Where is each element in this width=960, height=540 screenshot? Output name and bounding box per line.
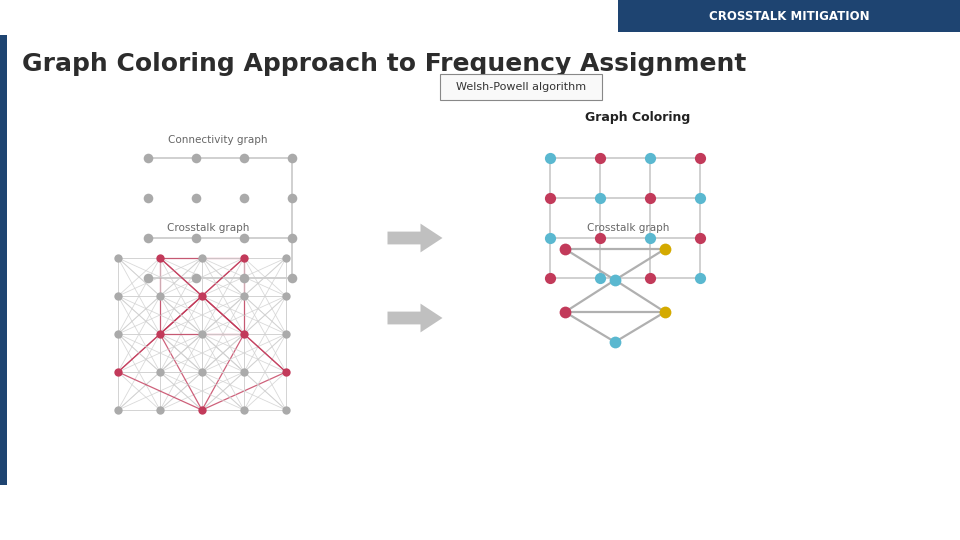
Point [194,254,209,262]
Point [284,154,300,163]
Point [278,292,294,300]
Point [592,154,608,163]
Point [592,274,608,282]
Point [692,154,708,163]
Text: Crosstalk graph: Crosstalk graph [167,223,250,233]
Point [692,194,708,202]
Point [140,234,156,242]
Text: Welsh-Powell algorithm: Welsh-Powell algorithm [456,82,586,92]
Point [236,406,252,414]
Point [153,330,168,339]
Point [592,234,608,242]
Point [153,292,168,300]
Point [153,368,168,376]
Point [236,368,252,376]
Point [194,406,209,414]
Text: CROSSTALK MITIGATION: CROSSTALK MITIGATION [708,10,870,23]
Point [110,330,126,339]
Point [558,308,573,316]
Point [284,274,300,282]
Point [236,292,252,300]
Point [153,254,168,262]
Point [153,406,168,414]
FancyBboxPatch shape [618,0,960,32]
Point [658,308,673,316]
Point [558,245,573,253]
Point [194,292,209,300]
Point [658,245,673,253]
Point [188,234,204,242]
Point [642,194,658,202]
Point [642,274,658,282]
Point [278,368,294,376]
Point [110,406,126,414]
Point [188,194,204,202]
Point [236,330,252,339]
FancyBboxPatch shape [440,74,602,100]
Point [642,154,658,163]
Point [110,254,126,262]
Point [188,154,204,163]
FancyBboxPatch shape [0,35,7,485]
Text: Graph Coloring: Graph Coloring [586,111,690,125]
Text: Crosstalk graph: Crosstalk graph [587,223,669,233]
Point [236,254,252,262]
Point [692,274,708,282]
Point [140,154,156,163]
Polygon shape [388,303,443,333]
Point [236,194,252,202]
Point [642,234,658,242]
Point [284,234,300,242]
Point [542,194,558,202]
Point [592,194,608,202]
Polygon shape [388,224,443,252]
Point [194,330,209,339]
Point [140,274,156,282]
Text: Graph Coloring Approach to Frequency Assignment: Graph Coloring Approach to Frequency Ass… [22,52,746,76]
Point [236,274,252,282]
Point [278,406,294,414]
Point [110,368,126,376]
Point [692,234,708,242]
Point [608,338,623,346]
Point [236,154,252,163]
Point [542,234,558,242]
Point [542,274,558,282]
Point [236,234,252,242]
Text: Connectivity graph: Connectivity graph [168,135,268,145]
Point [140,194,156,202]
Point [188,274,204,282]
Point [194,368,209,376]
Point [284,194,300,202]
Point [542,154,558,163]
Point [278,330,294,339]
Point [110,292,126,300]
Point [608,276,623,285]
Point [278,254,294,262]
